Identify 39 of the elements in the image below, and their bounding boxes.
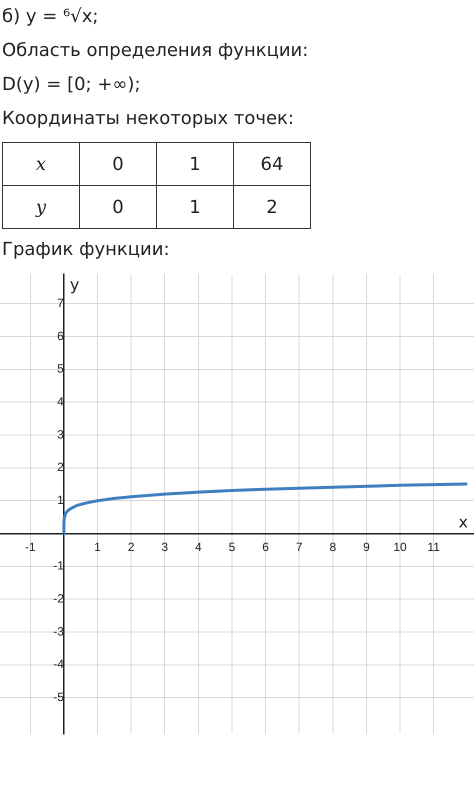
- y-tick-label: 5: [57, 362, 64, 376]
- x-tick-label: 8: [329, 540, 336, 554]
- y-tick-label: -5: [53, 690, 64, 704]
- category-label: 0: [80, 186, 156, 228]
- y-tick-label: 3: [57, 427, 64, 442]
- y-tick-label: 1: [57, 493, 64, 508]
- y-axis-title: y: [70, 275, 80, 294]
- x-tick-label: 1: [94, 540, 102, 554]
- y-tick-label: -2: [53, 592, 64, 606]
- data-label: 1: [156, 142, 234, 186]
- text: б) y = ⁶√x;: [2, 5, 100, 29]
- x-tick-label: 6: [262, 540, 270, 554]
- text: y: [2, 186, 80, 228]
- text: Область определения функции:: [2, 39, 310, 63]
- x-tick-label: 2: [128, 540, 135, 554]
- category-label: 1: [156, 186, 234, 228]
- x-tick-label: 4: [194, 540, 202, 554]
- y-tick-label: -1: [53, 558, 64, 573]
- y-tick-label: 6: [57, 328, 64, 343]
- text: D(y) = [0; +∞);: [2, 73, 142, 97]
- category-label: 64: [234, 142, 310, 186]
- y-tick-label: -4: [53, 657, 64, 672]
- x-axis-title: x: [458, 512, 468, 532]
- x-tick-label: 5: [228, 540, 236, 554]
- x-tick-label: 9: [363, 540, 370, 554]
- text: Координаты некоторых точек:: [2, 107, 295, 131]
- x-tick-label: -1: [24, 540, 36, 554]
- x-tick-label: 10: [393, 540, 408, 554]
- y-tick-label: 7: [57, 296, 64, 310]
- y-tick-label: -3: [53, 624, 64, 638]
- y-tick-label: 4: [57, 394, 64, 409]
- data-label: 2: [234, 186, 310, 228]
- y-tick-label: 2: [57, 460, 64, 474]
- chart-title: График функции:: [2, 239, 171, 260]
- data-label: 0: [80, 142, 156, 186]
- x-tick-label: 11: [427, 540, 440, 554]
- text: x: [2, 142, 80, 186]
- x-tick-label: 3: [161, 540, 168, 554]
- x-tick-label: 7: [296, 540, 303, 554]
